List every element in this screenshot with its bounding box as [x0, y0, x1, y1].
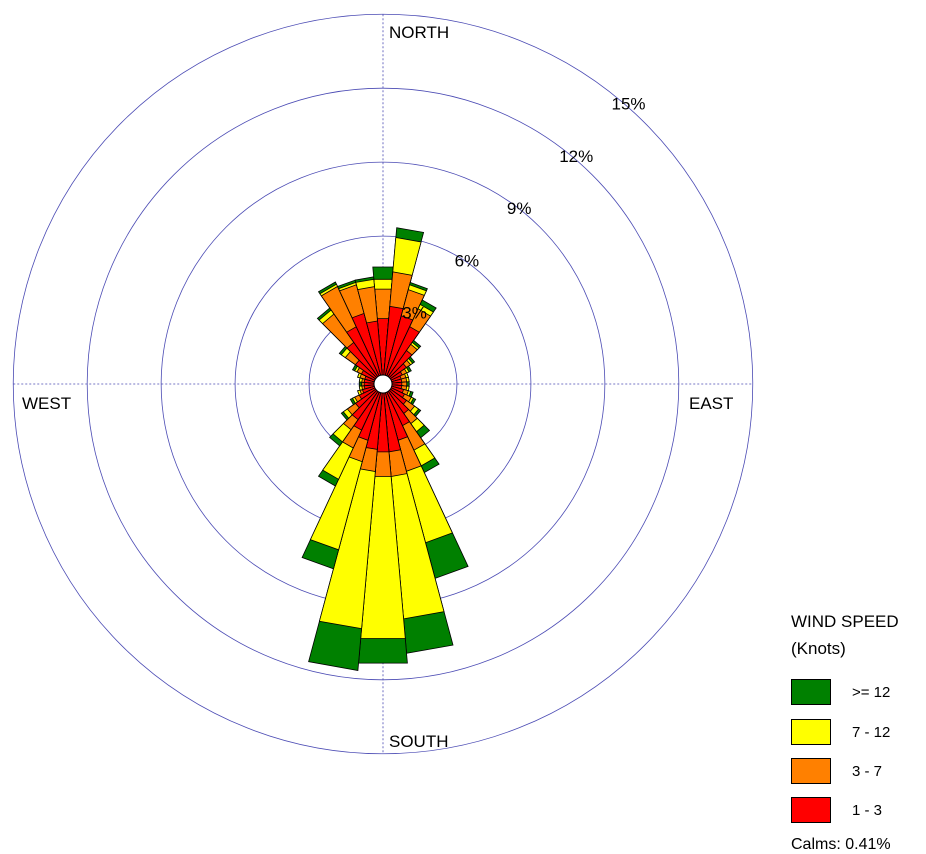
legend-swatch [791, 758, 831, 784]
legend-item-1-3: 1 - 3 [791, 797, 926, 825]
compass-label-north: NORTH [389, 23, 449, 42]
radial-tick-label: 12% [559, 147, 593, 166]
compass-label-west: WEST [22, 394, 71, 413]
legend-item-12-plus: >= 12 [791, 679, 926, 707]
radial-tick-label: 15% [612, 95, 646, 114]
compass-label-south: SOUTH [389, 732, 449, 751]
legend-subtitle: (Knots) [791, 639, 846, 658]
wind-rose-bars [301, 227, 469, 671]
legend-label: >= 12 [852, 684, 891, 701]
legend-label: 1 - 3 [852, 802, 883, 819]
compass-label-east: EAST [689, 394, 733, 413]
calms-text: Calms: 0.41% [791, 836, 891, 853]
legend-swatch [791, 719, 831, 745]
radial-tick-label: 6% [455, 251, 480, 270]
legend: WIND SPEED (Knots) >= 12 7 - 12 3 - 7 1 … [791, 608, 926, 853]
legend-label: 7 - 12 [852, 724, 891, 741]
legend-item-3-7: 3 - 7 [791, 758, 926, 786]
radial-tick-label: 3% [402, 304, 427, 323]
legend-item-7-12: 7 - 12 [791, 719, 926, 747]
radial-tick-label: 9% [507, 199, 532, 218]
legend-title: WIND SPEED [791, 612, 899, 631]
center-calm-circle [373, 374, 393, 394]
legend-swatch [791, 679, 831, 705]
polar-grid [12, 13, 754, 755]
legend-label: 3 - 7 [852, 763, 883, 780]
radial-tick-labels: 3% 6% 9% 12% 15% [402, 95, 645, 323]
legend-swatch [791, 797, 831, 823]
